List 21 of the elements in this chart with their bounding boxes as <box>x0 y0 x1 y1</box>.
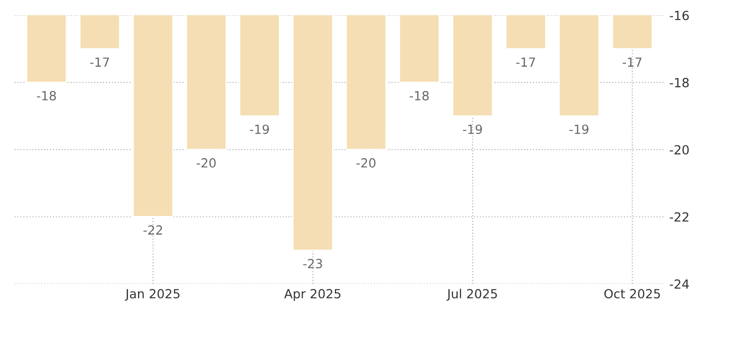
y-tick-label: -16 <box>670 10 689 20</box>
data-label: -17 <box>90 58 109 67</box>
x-tick-label: Oct 2025 <box>604 288 660 298</box>
data-label: -18 <box>36 91 56 100</box>
data-label: -19 <box>250 124 269 134</box>
data-label: -19 <box>569 124 588 134</box>
data-label: -17 <box>622 58 642 67</box>
y-tick-label: -18 <box>670 78 689 88</box>
data-label: -18 <box>410 91 429 100</box>
data-label: -19 <box>462 124 482 134</box>
data-label: -20 <box>196 158 216 168</box>
y-tick-label: -20 <box>670 145 689 155</box>
data-label: -23 <box>303 258 322 268</box>
data-label: -22 <box>143 225 162 235</box>
y-tick-label: -24 <box>670 279 689 289</box>
x-tick-label: Apr 2025 <box>284 288 340 301</box>
x-tick-label: Jul 2025 <box>446 288 497 301</box>
data-label: -17 <box>516 58 535 67</box>
y-tick-label: -22 <box>670 212 688 222</box>
x-tick-label: Jan 2025 <box>124 288 180 301</box>
data-label: -20 <box>356 158 376 168</box>
